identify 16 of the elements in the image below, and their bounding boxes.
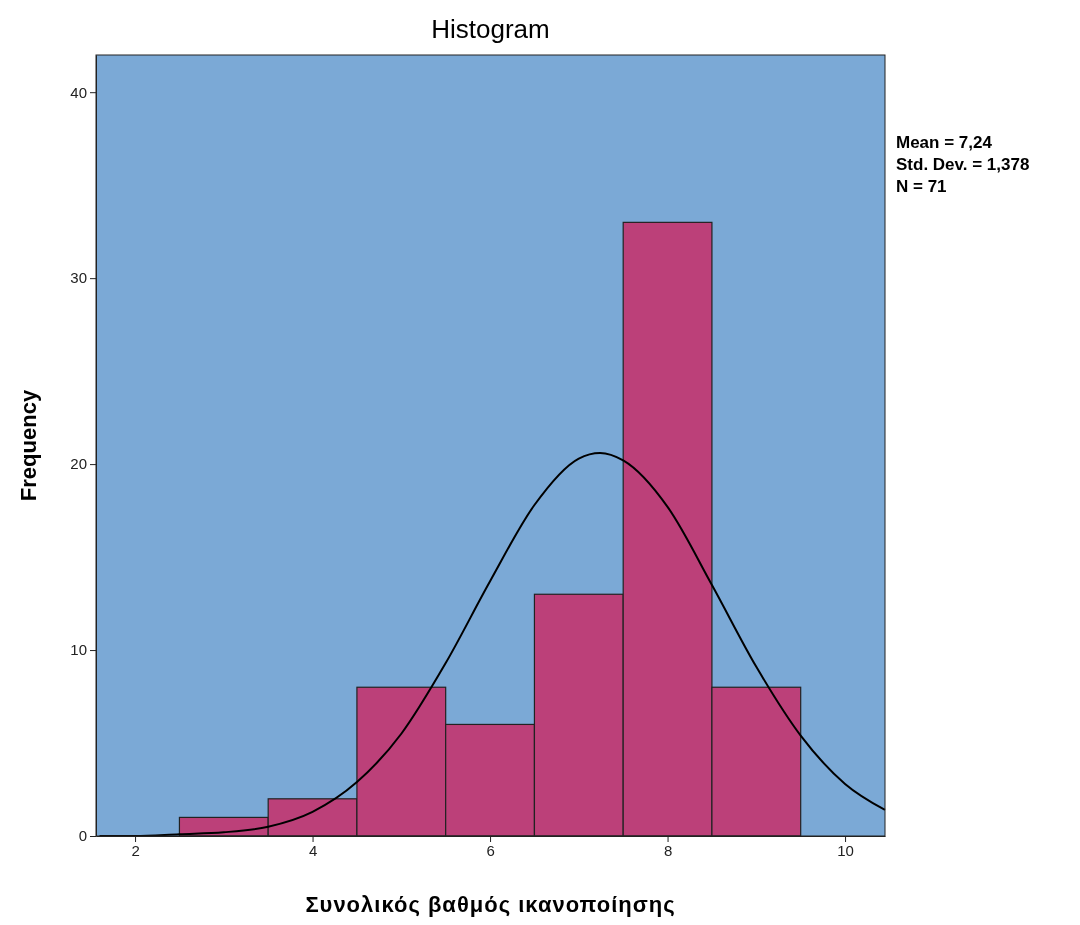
- y-tick-label: 10: [70, 641, 87, 659]
- x-tick-label: 10: [837, 841, 854, 859]
- x-axis-title: Συνολικός βαθμός ικανοποίησης: [305, 892, 676, 917]
- x-tick-label: 2: [131, 841, 140, 859]
- y-tick-label: 0: [78, 827, 87, 845]
- text: N = 71: [896, 177, 947, 196]
- y-tick-label: 30: [70, 269, 87, 287]
- text: Mean = 7,24: [896, 133, 993, 152]
- y-tick-label: 20: [70, 455, 87, 473]
- x-tick-label: 8: [663, 841, 673, 859]
- x-tick-label: 4: [308, 841, 318, 859]
- chart-title: Histogram: [431, 14, 550, 44]
- x-tick-label: 6: [486, 841, 495, 859]
- y-axis-title: Frequency: [16, 389, 41, 502]
- y-tick-label: 40: [70, 83, 87, 101]
- text: Std. Dev. = 1,378: [896, 155, 1030, 174]
